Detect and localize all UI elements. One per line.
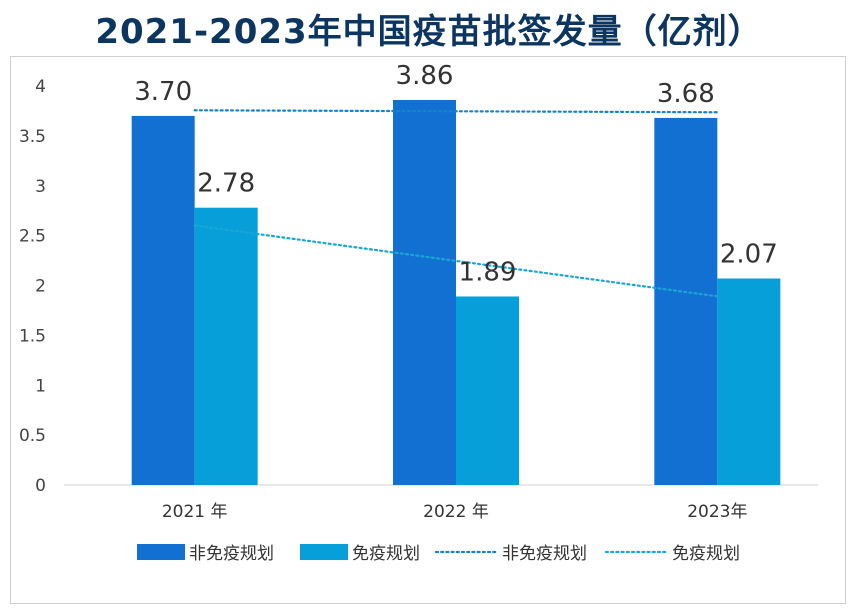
y-tick-label: 1.5: [19, 326, 46, 346]
x-tick-label: 2023年: [687, 502, 747, 522]
chart-title: 2021-2023年中国疫苗批签发量（亿剂）: [95, 12, 763, 52]
legend-trend-immunization-label: 免疫规划: [672, 544, 740, 564]
bars-group: [131, 99, 781, 486]
legend-bar-immunization-label: 免疫规划: [352, 544, 420, 564]
chart-frame: [10, 56, 846, 604]
y-tick-label: 2.5: [19, 227, 46, 247]
data-label: 3.70: [134, 77, 192, 107]
bar-immunization: [456, 296, 519, 485]
data-label: 1.89: [459, 257, 517, 287]
y-tick-label: 2: [35, 277, 46, 297]
data-label: 2.78: [197, 169, 255, 199]
x-tick-label: 2022 年: [423, 502, 489, 522]
legend: 非免疫规划 免疫规划 非免疫规划 免疫规划: [137, 544, 740, 564]
y-tick-label: 0.5: [19, 426, 46, 446]
y-tick-label: 4: [35, 77, 46, 97]
y-tick-label: 3: [35, 177, 46, 197]
bar-immunization: [194, 207, 258, 485]
y-tick-label: 1: [35, 376, 46, 396]
trendlines-group: [193, 109, 719, 298]
data-label: 3.68: [657, 79, 715, 109]
bar-non-immunization: [131, 115, 195, 486]
data-label: 2.07: [720, 240, 778, 270]
bar-non-immunization: [654, 117, 718, 486]
value-labels-group: 3.70 3.86 3.68 2.78 1.89 2.07: [134, 61, 778, 288]
legend-bar-immunization-swatch: [300, 544, 348, 560]
bar-non-immunization: [393, 99, 456, 485]
legend-bar-non-immunization-swatch: [137, 544, 185, 560]
data-label: 3.86: [396, 61, 454, 91]
legend-trend-non-immunization-label: 非免疫规划: [502, 544, 587, 564]
bar-immunization: [717, 278, 781, 485]
legend-bar-non-immunization-label: 非免疫规划: [189, 544, 274, 564]
trendline-non-immunization: [193, 109, 719, 114]
trendline-immunization: [193, 224, 719, 298]
y-tick-label: 3.5: [19, 127, 46, 147]
x-tick-label: 2021 年: [162, 502, 228, 522]
y-tick-label: 0: [35, 476, 46, 496]
